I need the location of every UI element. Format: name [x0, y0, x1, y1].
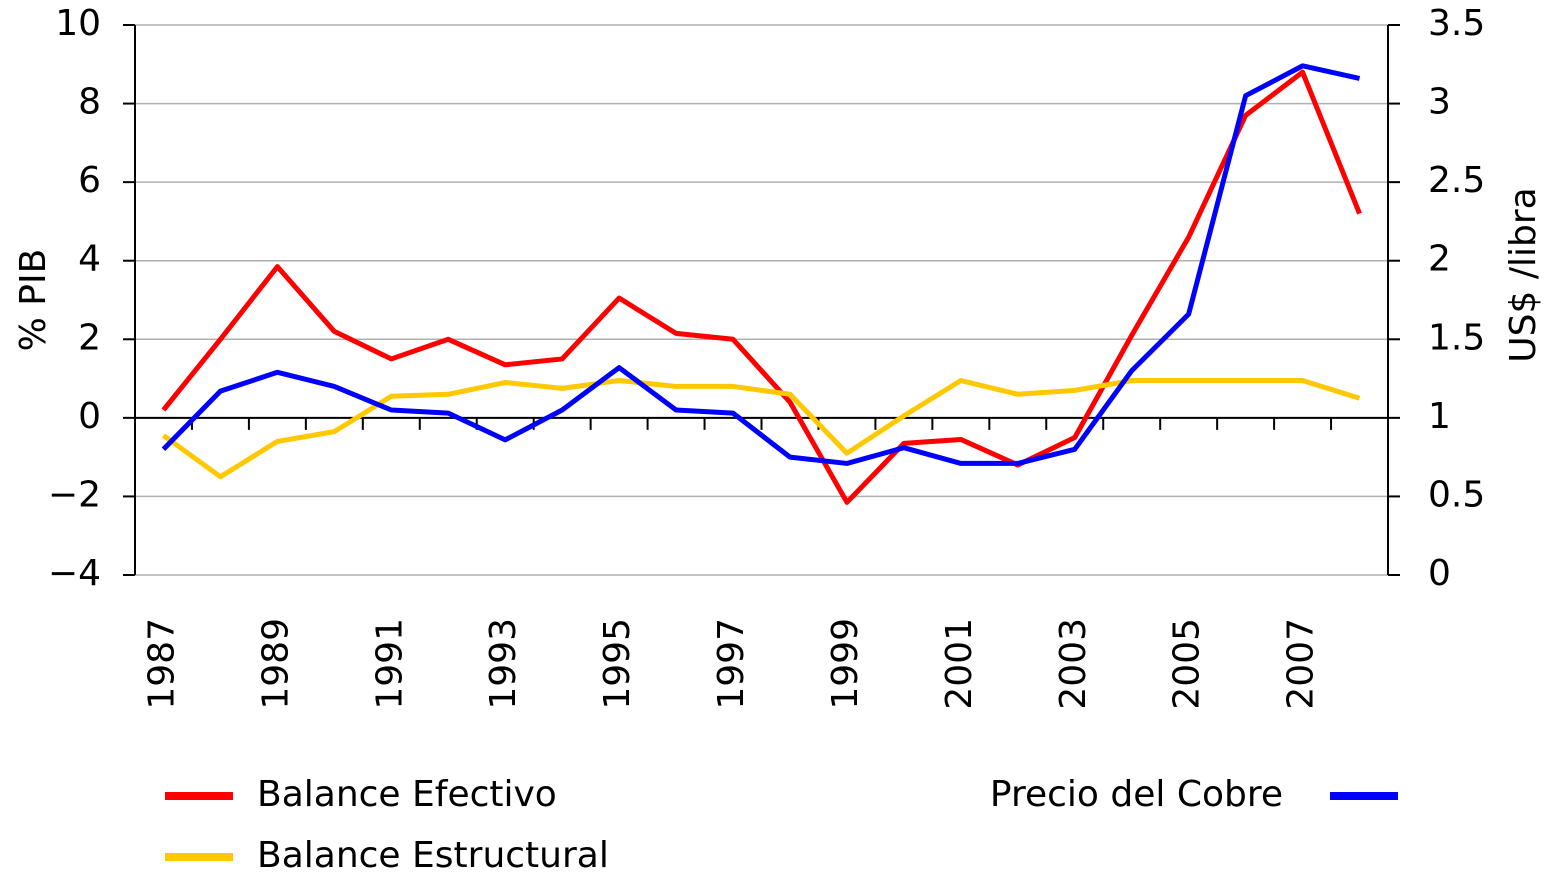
- y2-tick-label: 2.5: [1428, 160, 1485, 201]
- legend-label: Balance Estructural: [257, 835, 609, 876]
- y-tick-label: 0: [78, 396, 101, 437]
- y2-tick-label: 3: [1428, 82, 1451, 123]
- x-tick-label: 1993: [483, 618, 524, 710]
- y-tick-label: −4: [48, 553, 101, 594]
- y-axis-label: % PIB: [13, 249, 54, 352]
- x-tick-label: 1989: [255, 618, 296, 710]
- x-tick-label: 1987: [141, 618, 182, 710]
- line-series: [161, 63, 1361, 466]
- y-tick-label: 8: [78, 82, 101, 123]
- y-tick-label: 10: [55, 3, 101, 44]
- legend-label: Balance Efectivo: [257, 774, 557, 815]
- legend-label: Precio del Cobre: [990, 774, 1283, 815]
- y2-tick-label: 1: [1428, 396, 1451, 437]
- y-tick-label: 4: [78, 239, 101, 280]
- x-tick-label: 2003: [1053, 618, 1094, 710]
- x-tick-label: 2007: [1281, 618, 1322, 710]
- y2-tick-label: 2: [1428, 239, 1451, 280]
- x-tick-label: 2005: [1167, 618, 1208, 710]
- y2-axis-label: US$ /libra: [1503, 187, 1544, 362]
- y2-tick-label: 0.5: [1428, 474, 1485, 515]
- y-tick-label: 6: [78, 160, 101, 201]
- y-tick-label: 2: [78, 317, 101, 358]
- x-tick-label: 2001: [939, 618, 980, 710]
- line-series: [162, 378, 1361, 480]
- x-tick-label: 1997: [711, 618, 752, 710]
- x-tick-label: 1999: [825, 618, 866, 710]
- line-series: [161, 69, 1362, 505]
- y2-tick-label: 1.5: [1428, 317, 1485, 358]
- y-tick-label: −2: [48, 474, 101, 515]
- x-tick-label: 1995: [597, 618, 638, 710]
- x-tick-label: 1991: [369, 618, 410, 710]
- y2-tick-label: 0: [1428, 553, 1451, 594]
- y2-tick-label: 3.5: [1428, 3, 1485, 44]
